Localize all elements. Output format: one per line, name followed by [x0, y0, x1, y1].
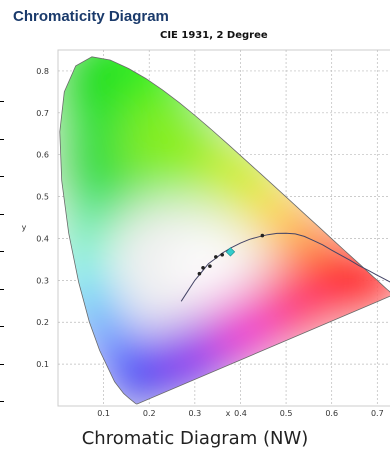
- margin-dash: [0, 326, 4, 327]
- data-point: [197, 271, 202, 276]
- y-axis-label: y: [22, 223, 27, 232]
- x-axis-ticks: 0.1 0.2 0.3 0.4 0.5 0.6 0.7: [97, 409, 383, 418]
- y-tick-label: 0.8: [36, 67, 49, 76]
- margin-dash: [0, 176, 4, 177]
- target-marker: [225, 247, 236, 257]
- data-point: [220, 253, 225, 257]
- data-point: [214, 255, 218, 259]
- y-tick-label: 0.3: [36, 276, 49, 285]
- measurement-points: [197, 233, 265, 276]
- margin-dash: [0, 251, 4, 252]
- figure-caption: Chromatic Diagram (NW): [81, 428, 309, 449]
- y-tick-label: 0.5: [36, 193, 49, 202]
- data-point: [201, 265, 205, 270]
- y-tick-label: 0.4: [36, 234, 49, 243]
- margin-dash: [0, 214, 4, 215]
- y-tick-label: 0.2: [36, 318, 49, 327]
- y-tick-label: 0.6: [36, 151, 49, 160]
- x-tick-label: 0.6: [325, 409, 338, 418]
- y-tick-label: 0.1: [36, 360, 49, 369]
- margin-dash: [0, 289, 4, 290]
- chart-title: Chromaticity Diagram: [13, 8, 169, 25]
- spectral-locus: [59, 56, 390, 405]
- left-margin-strip: [0, 0, 6, 453]
- x-tick-label: 0.3: [188, 409, 201, 418]
- margin-dash: [0, 139, 4, 140]
- planckian-locus: [180, 232, 390, 302]
- x-tick-label: 0.7: [371, 409, 384, 418]
- margin-dash: [0, 401, 4, 402]
- y-axis-ticks: 0.1 0.2 0.3 0.4 0.5 0.6 0.7 0.8: [36, 67, 49, 369]
- margin-dash: [0, 101, 4, 102]
- margin-dash: [0, 364, 4, 365]
- x-tick-label: 0.4: [234, 409, 247, 418]
- data-point: [208, 264, 212, 268]
- x-tick-label: 0.2: [143, 409, 156, 418]
- data-point: [260, 233, 265, 238]
- y-tick-label: 0.7: [36, 109, 49, 118]
- x-tick-label: 0.5: [280, 409, 293, 418]
- x-axis-label: x: [226, 409, 231, 418]
- x-tick-label: 0.1: [97, 409, 110, 418]
- chart-subtitle: CIE 1931, 2 Degree: [160, 30, 268, 41]
